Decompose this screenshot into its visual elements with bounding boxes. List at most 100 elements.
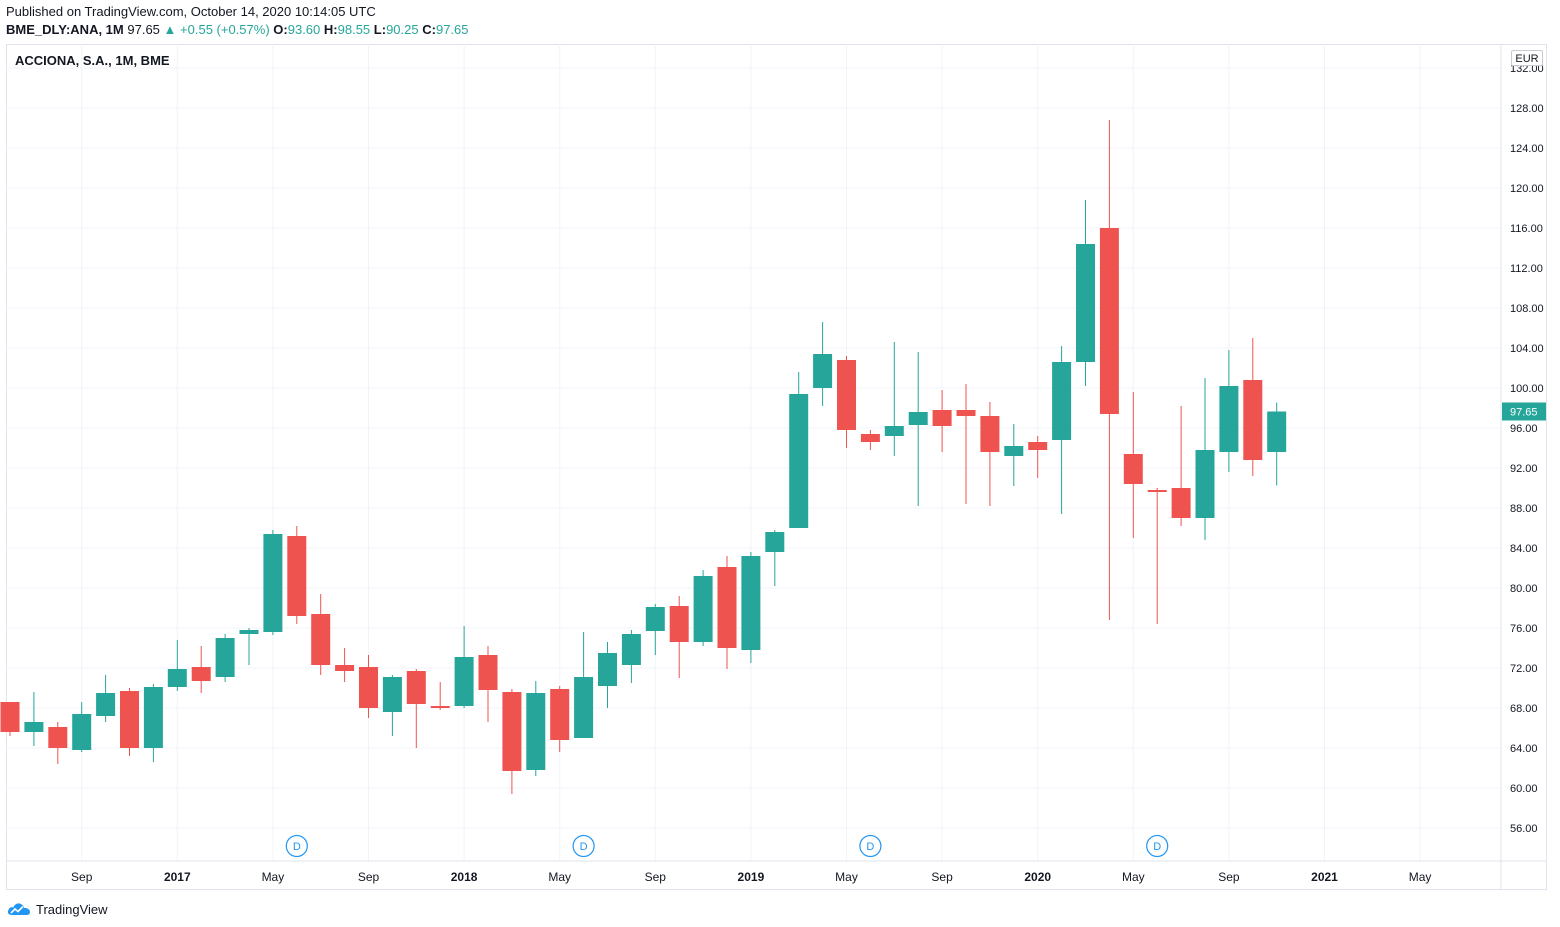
- candle: [191, 646, 211, 693]
- currency-button[interactable]: EUR: [1511, 50, 1543, 66]
- candle-body: [574, 677, 594, 738]
- tradingview-brand[interactable]: TradingView: [36, 901, 108, 917]
- candle: [813, 322, 833, 406]
- price-tick-label: 92.00: [1510, 463, 1538, 475]
- candle: [24, 692, 44, 746]
- candle: [621, 630, 641, 683]
- candle: [645, 604, 665, 655]
- candle: [1052, 346, 1072, 514]
- candle: [574, 632, 594, 738]
- candle: [980, 402, 1000, 506]
- candle-body: [406, 671, 426, 704]
- candle: [143, 684, 163, 762]
- candle-body: [550, 689, 570, 740]
- candle: [598, 642, 617, 708]
- candle-body: [143, 687, 163, 748]
- candle: [669, 596, 689, 678]
- last-price: 97.65: [127, 22, 160, 37]
- candle-body: [1123, 454, 1143, 484]
- candles: [0, 120, 1287, 794]
- close-label: C:: [422, 22, 436, 37]
- price-tick-label: 108.00: [1510, 303, 1544, 315]
- price-tick-label: 116.00: [1510, 223, 1543, 235]
- price-tick-label: 88.00: [1510, 503, 1538, 515]
- candle-body: [1147, 490, 1167, 492]
- dividend-label: D: [580, 841, 588, 853]
- candle: [120, 688, 139, 756]
- candle: [741, 552, 761, 663]
- candle-body: [621, 634, 641, 665]
- published-info: Published on TradingView.com, October 14…: [6, 4, 376, 19]
- candle-body: [96, 693, 116, 716]
- dividend-marker: D: [1146, 834, 1169, 858]
- candle: [932, 390, 952, 452]
- candle-body: [215, 638, 235, 677]
- price-tick-label: 76.00: [1510, 623, 1538, 635]
- time-axis: Sep 2017 May Sep 2018 May Sep 2019 May Sep 2020 May…: [71, 870, 1431, 884]
- candle-body: [502, 692, 522, 771]
- symbol-label: BME_DLY:ANA, 1M: [6, 22, 124, 37]
- candle-body: [191, 667, 211, 681]
- candle-body: [1243, 380, 1263, 460]
- time-tick-label: May: [262, 870, 285, 884]
- dividend-label: D: [1153, 841, 1161, 853]
- price-change: ▲ +0.55 (+0.57%): [163, 22, 270, 37]
- candle-body: [454, 657, 474, 706]
- price-tick-label: 124.00: [1510, 143, 1544, 155]
- high-label: H:: [323, 22, 338, 37]
- candle: [908, 352, 928, 506]
- candle: [1267, 402, 1287, 486]
- price-axis: 56.00 60.00 64.00 68.00 72.00 76.00 80.00 84.00…: [1510, 63, 1544, 835]
- candle-body: [813, 354, 833, 388]
- candle-body: [1028, 442, 1048, 450]
- candle: [1099, 120, 1119, 620]
- candle: [406, 669, 426, 748]
- low-value: 90.25: [386, 22, 419, 37]
- candle: [789, 372, 809, 528]
- candle-body: [1052, 362, 1072, 440]
- candle-body: [1099, 228, 1119, 414]
- candle: [335, 648, 355, 682]
- dividend-label: D: [866, 841, 874, 853]
- candle-body: [837, 360, 856, 430]
- time-tick-label: 2019: [738, 870, 765, 884]
- price-tick-label: 56.00: [1510, 823, 1538, 835]
- candle: [837, 356, 856, 448]
- candle: [526, 681, 546, 776]
- candle-body: [48, 727, 68, 748]
- candle: [693, 570, 713, 646]
- candle: [860, 430, 880, 450]
- candle-body: [311, 614, 331, 665]
- candle-body: [789, 394, 809, 528]
- price-tick-label: 84.00: [1510, 543, 1538, 555]
- dividend-circle: [285, 834, 308, 858]
- candle: [96, 675, 116, 722]
- candle: [167, 640, 187, 691]
- candle: [884, 342, 904, 456]
- candle: [1219, 350, 1239, 472]
- price-tick-label: 120.00: [1510, 183, 1544, 195]
- candle-body: [1171, 488, 1191, 518]
- candle-body: [430, 706, 450, 708]
- time-tick-label: 2017: [164, 870, 191, 884]
- price-tick-label: 64.00: [1510, 743, 1538, 755]
- candle-body: [335, 665, 355, 671]
- candle-body: [167, 669, 187, 687]
- candle-body: [956, 410, 976, 416]
- dividend-circle: [572, 834, 595, 858]
- candle: [48, 722, 68, 764]
- candle-body: [526, 693, 546, 770]
- candle-body: [932, 410, 952, 426]
- candle: [72, 702, 92, 752]
- dividend-label: D: [293, 841, 301, 853]
- candle: [1243, 338, 1263, 476]
- candle-body: [239, 630, 259, 634]
- open-value: 93.60: [287, 22, 321, 37]
- close-value: 97.65: [435, 22, 469, 37]
- price-tick-label: 112.00: [1510, 263, 1543, 275]
- time-tick-label: 2020: [1024, 870, 1051, 884]
- candle: [1195, 378, 1215, 540]
- candle-body: [263, 534, 283, 632]
- candle-body: [287, 536, 307, 616]
